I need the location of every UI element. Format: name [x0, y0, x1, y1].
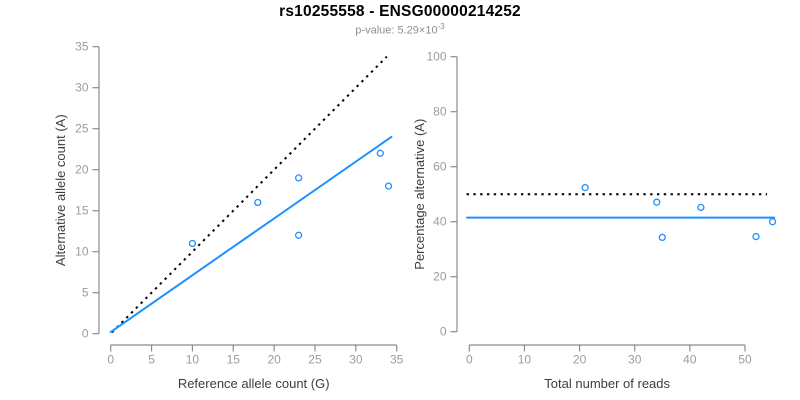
x-tick-label: 15	[227, 353, 241, 367]
y-tick-label: 5	[82, 286, 89, 300]
y-tick-label: 0	[82, 327, 89, 341]
x-axis-title: Total number of reads	[544, 376, 670, 391]
y-tick-label: 10	[75, 245, 89, 259]
x-tick-label: 35	[390, 353, 404, 367]
x-axis-title: Reference allele count (G)	[178, 376, 330, 391]
y-tick-label: 35	[75, 40, 89, 54]
y-axis-title: Percentage alternative (A)	[412, 119, 427, 270]
y-tick-label: 60	[433, 160, 447, 174]
x-tick-label: 40	[683, 353, 697, 367]
regression-line	[109, 135, 393, 334]
data-point	[752, 232, 760, 241]
data-point	[768, 218, 777, 226]
data-point	[254, 198, 262, 207]
percentage-alternative-scatter: 0 10 20 30 40 50 0 20 40 60 80 100 Total number of r…	[412, 50, 777, 391]
y-tick-label: 0	[440, 325, 447, 339]
x-tick-label: 30	[628, 353, 642, 367]
y-axis-title: Alternative allele count (A)	[53, 114, 68, 266]
data-point	[658, 233, 666, 242]
identity-line	[111, 55, 388, 334]
data-point	[581, 183, 589, 192]
y-tick-label: 20	[433, 270, 447, 284]
chart-subtitle: p-value: 5.29×10-3	[0, 22, 800, 37]
y-tick-label: 15	[75, 204, 89, 218]
x-tick-label: 50	[738, 353, 752, 367]
data-point	[376, 149, 384, 157]
y-tick-label: 30	[75, 81, 89, 95]
data-point	[697, 203, 705, 212]
pvalue-text: p-value: 5.29×10	[355, 24, 438, 37]
x-tick-label: 5	[148, 353, 155, 367]
data-point	[294, 174, 303, 182]
x-tick-label: 25	[308, 353, 322, 367]
x-tick-label: 10	[518, 353, 532, 367]
data-point	[294, 231, 303, 239]
x-tick-label: 0	[466, 353, 473, 367]
data-point	[188, 239, 197, 248]
pvalue-exponent: -3	[437, 22, 445, 31]
x-tick-label: 20	[267, 353, 281, 367]
y-tick-label: 25	[75, 122, 89, 136]
y-tick-label: 80	[433, 105, 447, 119]
data-point	[384, 182, 393, 190]
x-tick-label: 20	[573, 353, 587, 367]
chart-title: rs10255558 - ENSG00000214252	[279, 3, 521, 20]
x-tick-label: 10	[186, 353, 200, 367]
y-tick-label: 40	[433, 215, 447, 229]
y-tick-label: 20	[75, 163, 89, 177]
allele-count-scatter: 0 5 10 15 20 25 30 35 0 5 10 15 20 25 30 35 Reference al…	[53, 40, 404, 391]
x-tick-label: 30	[349, 353, 363, 367]
x-tick-label: 0	[107, 353, 114, 367]
y-tick-label: 100	[426, 50, 446, 64]
data-point	[653, 198, 661, 206]
